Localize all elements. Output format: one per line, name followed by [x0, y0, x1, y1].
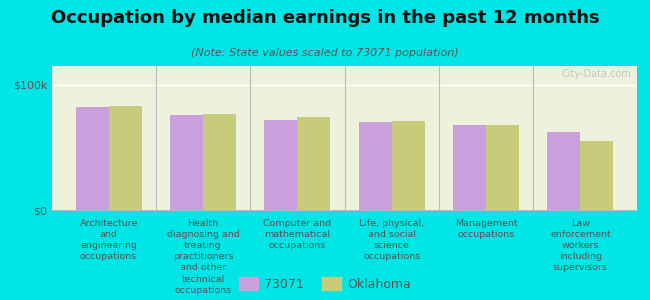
Text: Life, physical,
and social
science
occupations: Life, physical, and social science occup…: [359, 219, 424, 261]
Text: Health
diagnosing and
treating
practitioners
and other
technical
occupations: Health diagnosing and treating practitio…: [166, 219, 239, 295]
Bar: [392, 121, 424, 210]
Text: City-Data.com: City-Data.com: [562, 69, 631, 79]
Text: Computer and
mathematical
occupations: Computer and mathematical occupations: [263, 219, 332, 250]
Bar: [580, 141, 614, 210]
Bar: [109, 106, 142, 210]
Text: (Note: State values scaled to 73071 population): (Note: State values scaled to 73071 popu…: [191, 48, 459, 58]
Bar: [297, 117, 330, 210]
Text: Architecture
and
engineering
occupations: Architecture and engineering occupations: [79, 219, 138, 261]
Bar: [547, 132, 580, 210]
Text: Management
occupations: Management occupations: [455, 219, 517, 239]
Text: Occupation by median earnings in the past 12 months: Occupation by median earnings in the pas…: [51, 9, 599, 27]
Legend: 73071, Oklahoma: 73071, Oklahoma: [239, 277, 411, 291]
Bar: [486, 125, 519, 210]
Bar: [359, 122, 392, 210]
Bar: [265, 120, 297, 210]
Bar: [75, 107, 109, 210]
Bar: [453, 125, 486, 210]
Bar: [170, 115, 203, 210]
Bar: [203, 114, 236, 210]
Text: Law
enforcement
workers
including
supervisors: Law enforcement workers including superv…: [550, 219, 611, 272]
